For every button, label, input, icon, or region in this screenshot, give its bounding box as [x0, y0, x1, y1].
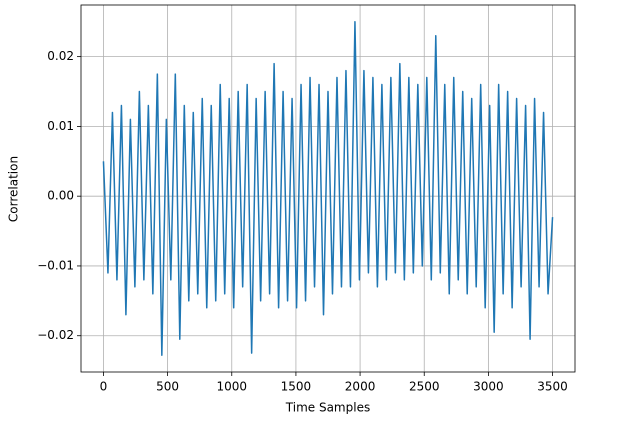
x-tick-label: 500	[156, 380, 179, 394]
y-tick-label: 0.01	[47, 119, 74, 133]
y-tick-label: −0.02	[37, 328, 74, 342]
x-tick-label: 3000	[473, 380, 504, 394]
x-axis-label: Time Samples	[285, 401, 370, 415]
y-axis-label: Correlation	[7, 156, 21, 222]
x-tick-label: 2000	[345, 380, 376, 394]
x-tick-label: 1000	[216, 380, 247, 394]
data-line	[102, 21, 554, 356]
y-tick-label: −0.01	[37, 258, 74, 272]
x-tick-label: 0	[100, 380, 108, 394]
y-tick-label: 0.00	[47, 189, 74, 203]
x-tick-label: 3500	[537, 380, 568, 394]
x-tick-label: 2500	[409, 380, 440, 394]
x-tick-label: 1500	[281, 380, 312, 394]
y-tick-label: 0.02	[47, 49, 74, 63]
plot-frame	[80, 4, 576, 373]
